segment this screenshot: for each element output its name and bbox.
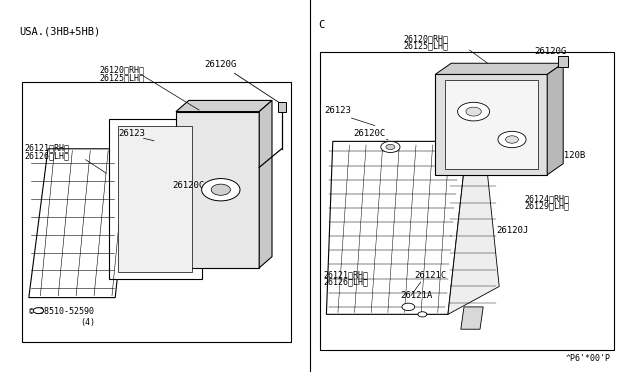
Bar	[558, 56, 568, 67]
Text: 26121・RH・: 26121・RH・	[24, 144, 69, 153]
Text: 26125・LH・: 26125・LH・	[99, 73, 144, 82]
Polygon shape	[547, 63, 563, 175]
Text: 26120B: 26120B	[547, 151, 586, 160]
Bar	[278, 102, 286, 112]
Text: 26121・RH・: 26121・RH・	[323, 270, 368, 279]
Circle shape	[202, 179, 240, 201]
Polygon shape	[448, 141, 499, 314]
Polygon shape	[461, 307, 483, 329]
Text: ^P6'*00'P: ^P6'*00'P	[566, 354, 611, 363]
Polygon shape	[118, 126, 192, 272]
Text: 26120G: 26120G	[205, 60, 279, 103]
Circle shape	[386, 144, 395, 150]
Text: 26120G: 26120G	[534, 47, 566, 61]
Circle shape	[33, 308, 44, 314]
Circle shape	[498, 131, 526, 148]
Text: (4): (4)	[80, 318, 95, 327]
Text: 26123: 26123	[118, 129, 145, 138]
Polygon shape	[326, 141, 467, 314]
Polygon shape	[445, 80, 538, 169]
Polygon shape	[109, 119, 202, 279]
Polygon shape	[435, 74, 547, 175]
Circle shape	[506, 136, 518, 143]
Polygon shape	[176, 112, 259, 268]
Polygon shape	[29, 149, 131, 298]
Text: 26126・LH・: 26126・LH・	[323, 278, 368, 286]
FancyBboxPatch shape	[320, 52, 614, 350]
Text: 26125・LH・: 26125・LH・	[403, 41, 448, 50]
Text: 26129・LH・: 26129・LH・	[525, 201, 570, 210]
Circle shape	[402, 303, 415, 311]
Text: 26121C: 26121C	[415, 271, 447, 280]
Text: USA.(3HB+5HB): USA.(3HB+5HB)	[19, 26, 100, 36]
Polygon shape	[176, 100, 272, 112]
Text: 26120・RH・: 26120・RH・	[99, 65, 144, 74]
Text: 26121A: 26121A	[400, 291, 432, 300]
Circle shape	[466, 107, 481, 116]
Circle shape	[458, 102, 490, 121]
Circle shape	[211, 184, 230, 195]
FancyBboxPatch shape	[22, 82, 291, 342]
Text: 26120C: 26120C	[353, 129, 385, 138]
Text: 26126・LH・: 26126・LH・	[24, 151, 69, 160]
Text: 26120・RH・: 26120・RH・	[403, 34, 448, 43]
Text: 26124・RH・: 26124・RH・	[525, 194, 570, 203]
Text: 26120C: 26120C	[173, 181, 205, 190]
Text: © 08510-52590: © 08510-52590	[29, 307, 94, 316]
Text: C: C	[318, 20, 324, 31]
Polygon shape	[259, 100, 272, 268]
Text: 26120J: 26120J	[496, 225, 528, 234]
Circle shape	[418, 312, 427, 317]
Circle shape	[381, 141, 400, 153]
Text: 26123: 26123	[324, 106, 351, 115]
Polygon shape	[435, 63, 563, 74]
